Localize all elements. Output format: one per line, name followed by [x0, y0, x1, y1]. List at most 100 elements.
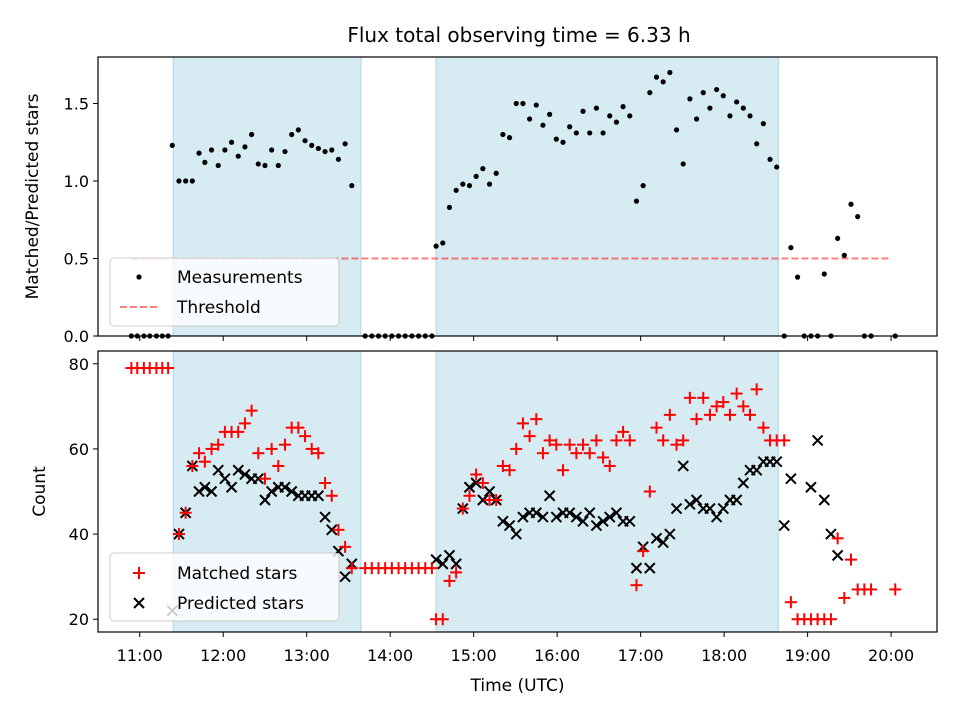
- predicted-star-point: [252, 473, 264, 485]
- bottom-count-points: [125, 362, 902, 626]
- measurement-point: [593, 105, 599, 111]
- matched-star-point: [456, 502, 469, 515]
- predicted-mark-stroke: [503, 519, 516, 532]
- observing-interval-shade: [435, 56, 779, 337]
- matched-star-point: [743, 408, 756, 421]
- measurement-point: [329, 147, 335, 153]
- predicted-star-point: [584, 507, 596, 519]
- matched-star-point: [690, 413, 703, 426]
- predicted-mark-stroke: [771, 455, 783, 468]
- predicted-star-point: [610, 507, 623, 519]
- matched-star-point: [697, 391, 710, 404]
- matched-star-point: [332, 523, 345, 536]
- predicted-star-point: [530, 507, 542, 519]
- predicted-mark-stroke: [265, 485, 278, 498]
- predicted-star-point: [730, 494, 743, 506]
- measurement-point: [446, 204, 453, 210]
- x-tick-label: 14:00: [367, 646, 413, 665]
- bottom-shaded-intervals: [172, 350, 779, 633]
- bottom-panel: 20 40 60 80 11:00 12:00 13:00 14:00 15:00 16:00 17…: [30, 350, 938, 696]
- legend-matched-marker: [133, 567, 145, 579]
- matched-star-point: [831, 532, 844, 545]
- measurement-point: [587, 130, 593, 136]
- matched-star-point: [824, 613, 837, 626]
- predicted-mark-stroke: [630, 562, 643, 574]
- matched-star-point: [617, 425, 630, 438]
- bottom-legend: Matched stars Predicted stars: [109, 552, 340, 622]
- matched-star-point: [683, 391, 696, 404]
- predicted-mark-stroke: [239, 468, 251, 481]
- matched-star-point: [865, 583, 878, 596]
- matched-star-point: [778, 434, 791, 447]
- predicted-star-point: [225, 481, 238, 493]
- y-tick-label: 0.0: [64, 327, 89, 346]
- predicted-star-point: [563, 507, 576, 519]
- predicted-mark-stroke: [831, 549, 844, 562]
- measurement-point: [835, 235, 841, 241]
- predicted-star-point: [677, 460, 689, 472]
- y-tick-label: 1.0: [64, 172, 89, 191]
- matched-star-point: [476, 476, 489, 489]
- matched-star-point: [265, 442, 278, 455]
- matched-star-point: [597, 451, 610, 464]
- measurement-point: [295, 127, 301, 133]
- measurement-point: [607, 113, 613, 119]
- y-tick-label: 0.5: [64, 250, 89, 269]
- predicted-star-point: [437, 558, 449, 570]
- measurement-point: [269, 147, 275, 153]
- predicted-star-point: [597, 515, 609, 528]
- predicted-mark-stroke: [563, 507, 576, 519]
- measurement-point: [196, 150, 202, 156]
- matched-star-point: [299, 430, 312, 443]
- predicted-mark-stroke: [610, 507, 623, 519]
- matched-star-point: [643, 485, 656, 498]
- predicted-mark-stroke: [497, 515, 509, 528]
- measurement-point: [433, 243, 439, 249]
- measurement-point: [349, 183, 355, 189]
- y-tick-label: 80: [69, 355, 89, 374]
- predicted-star-point: [785, 473, 797, 485]
- predicted-star-point: [285, 485, 298, 498]
- top-legend-box: [109, 257, 340, 327]
- measurement-point: [275, 162, 281, 169]
- measurement-point: [242, 144, 248, 150]
- predicted-mark-stroke: [470, 477, 482, 489]
- predicted-star-point: [212, 464, 224, 476]
- predicted-mark-stroke: [737, 477, 750, 489]
- predicted-star-point: [497, 515, 509, 528]
- predicted-star-point: [265, 485, 278, 498]
- matched-star-point: [516, 417, 529, 430]
- predicted-mark-stroke: [437, 558, 449, 570]
- predicted-mark-stroke: [319, 511, 331, 523]
- matched-star-point: [212, 438, 225, 451]
- predicted-mark-stroke: [785, 473, 797, 485]
- measurement-point: [500, 131, 506, 138]
- matched-star-point: [838, 591, 851, 604]
- x-tick-label: 20:00: [868, 646, 914, 665]
- measurement-point: [493, 170, 499, 176]
- predicted-star-point: [339, 570, 351, 583]
- matched-star-point: [503, 464, 516, 477]
- measurement-point: [560, 139, 566, 145]
- predicted-mark-stroke: [570, 511, 583, 523]
- matched-star-point: [710, 400, 723, 413]
- predicted-star-point: [771, 455, 783, 468]
- matched-star-point: [750, 383, 763, 396]
- matched-star-point: [463, 489, 476, 502]
- x-tick-label: 13:00: [284, 646, 330, 665]
- predicted-mark-stroke: [805, 481, 817, 493]
- predicted-mark-stroke: [205, 485, 218, 498]
- y-tick-label: 40: [69, 525, 89, 544]
- legend-predicted-label: Predicted stars: [177, 594, 304, 614]
- matched-star-point: [279, 438, 292, 451]
- predicted-mark-stroke: [811, 434, 824, 447]
- measurement-point: [653, 74, 660, 80]
- predicted-star-point: [737, 477, 750, 489]
- matched-star-point: [162, 362, 175, 375]
- x-tick-label: 18:00: [701, 646, 747, 665]
- measurement-point: [774, 164, 780, 170]
- matched-star-point: [443, 574, 456, 587]
- predicted-star-point: [279, 481, 291, 493]
- matched-star-point: [193, 447, 206, 460]
- measurement-point: [754, 141, 760, 147]
